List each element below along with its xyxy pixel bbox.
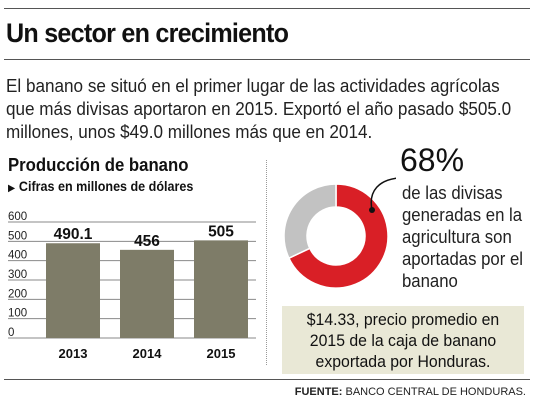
leader-dot: [369, 207, 375, 213]
chart-title: Producción de banano: [8, 155, 189, 175]
donut-description: de las divisas generadas en la agricultu…: [402, 183, 523, 291]
bar: [194, 240, 248, 338]
leader-line: [370, 177, 396, 211]
donut-chart: [283, 177, 396, 289]
donut-percent-label: 68%: [400, 142, 465, 178]
bar: [46, 243, 100, 338]
y-tick-label: 0: [8, 327, 14, 339]
chart-subtitle-text: Cifras en millones de dólares: [18, 179, 194, 194]
headline: Un sector en crecimiento: [6, 18, 289, 48]
bar-value-label: 490.1: [54, 226, 93, 243]
y-tick-label: 500: [8, 230, 27, 242]
y-tick-label: 300: [8, 269, 27, 281]
x-tick-label: 2013: [59, 346, 88, 361]
bar-value-label: 505: [208, 223, 234, 240]
price-note-box: $14.33, precio promedio en 2015 de la ca…: [282, 306, 524, 374]
donut-slice: [287, 183, 389, 289]
section-divider: [266, 160, 267, 365]
footer-rule: [4, 379, 530, 380]
y-tick-label: 200: [8, 288, 27, 300]
source-label: FUENTE:: [294, 386, 343, 398]
y-tick-label: 600: [8, 211, 27, 223]
top-rule: [4, 8, 530, 9]
intro-paragraph: El banano se situó en el primer lugar de…: [6, 75, 512, 142]
bar-value-label: 456: [134, 233, 160, 250]
headline-rule: [4, 59, 530, 60]
y-tick-label: 400: [8, 250, 27, 262]
x-tick-label: 2014: [133, 346, 163, 361]
bar-chart: 0 100 200 300 400 500 600 490.1 2013 456 2014 505 20…: [8, 211, 256, 361]
triangle-right-icon: ▶: [8, 183, 16, 194]
donut-slice: [283, 183, 337, 260]
price-note: $14.33, precio promedio en 2015 de la ca…: [306, 309, 500, 371]
source-text: BANCO CENTRAL DE HONDURAS.: [345, 386, 526, 398]
y-tick-label: 100: [8, 308, 27, 320]
source-line: FUENTE: BANCO CENTRAL DE HONDURAS.: [295, 386, 526, 398]
x-tick-label: 2015: [207, 346, 236, 361]
bar: [120, 249, 174, 338]
chart-subtitle: ▶ Cifras en millones de dólares: [8, 179, 193, 194]
